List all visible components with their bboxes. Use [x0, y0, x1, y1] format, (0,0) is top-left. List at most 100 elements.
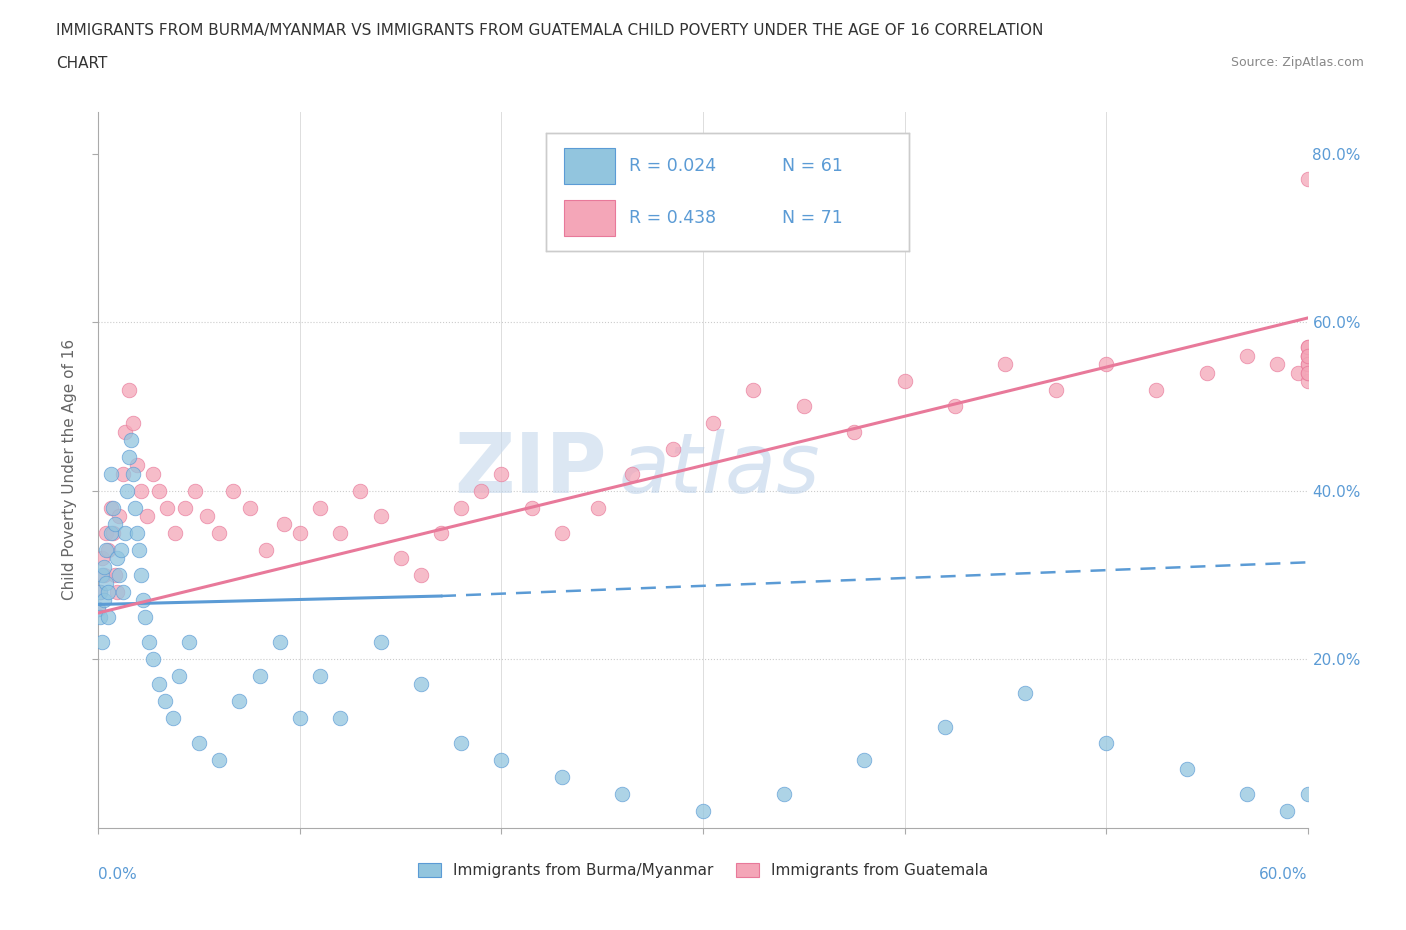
Point [1296, 787, 1319, 802]
Point [273, 517, 295, 532]
Point [943, 399, 966, 414]
Point [370, 635, 392, 650]
Point [692, 804, 714, 818]
Point [103, 517, 125, 532]
Point [661, 441, 683, 456]
Point [742, 382, 765, 397]
Point [129, 484, 152, 498]
Point [1195, 365, 1218, 380]
Point [132, 592, 155, 607]
Point [101, 500, 124, 515]
Point [1286, 365, 1309, 380]
Point [586, 500, 609, 515]
Point [551, 525, 574, 540]
Point [1236, 349, 1258, 364]
Point [430, 525, 453, 540]
Point [153, 694, 176, 709]
Point [934, 719, 956, 734]
Point [121, 467, 143, 482]
Point [105, 584, 128, 599]
Point [551, 770, 574, 785]
Point [87, 601, 110, 616]
Point [1236, 787, 1258, 802]
Point [208, 525, 231, 540]
Point [174, 500, 197, 515]
Point [97, 584, 120, 599]
Point [89, 584, 111, 599]
Point [163, 525, 186, 540]
Point [612, 787, 634, 802]
Point [120, 432, 142, 447]
Point [134, 610, 156, 625]
Point [772, 787, 794, 802]
Point [115, 484, 138, 498]
Point [87, 601, 110, 616]
Point [309, 500, 332, 515]
Point [111, 584, 134, 599]
Point [1095, 357, 1118, 372]
Point [994, 357, 1017, 372]
Point [409, 567, 432, 582]
Point [195, 509, 218, 524]
Point [349, 484, 371, 498]
Point [329, 525, 352, 540]
Point [96, 542, 118, 557]
Point [91, 567, 114, 582]
Point [254, 542, 277, 557]
Point [125, 525, 148, 540]
Point [1267, 357, 1289, 372]
Point [135, 509, 157, 524]
Point [520, 500, 543, 515]
Point [309, 669, 332, 684]
Point [89, 584, 111, 599]
Point [1296, 349, 1319, 364]
Point [97, 610, 120, 625]
Point [288, 711, 311, 725]
Point [93, 559, 115, 574]
Point [450, 736, 472, 751]
Point [148, 677, 170, 692]
Point [162, 711, 184, 725]
Point [96, 576, 118, 591]
Point [111, 467, 134, 482]
Point [450, 500, 472, 515]
Point [114, 525, 136, 540]
Point [179, 635, 201, 650]
Point [239, 500, 262, 515]
Point [621, 467, 644, 482]
Point [93, 592, 115, 607]
Point [1296, 357, 1319, 372]
Point [148, 484, 170, 498]
Text: CHART: CHART [56, 56, 108, 71]
Point [118, 382, 141, 397]
Point [491, 753, 513, 768]
Point [93, 567, 115, 582]
Point [184, 484, 207, 498]
Point [124, 500, 146, 515]
Point [128, 542, 150, 557]
Point [329, 711, 352, 725]
Point [1014, 685, 1036, 700]
Point [1296, 357, 1319, 372]
Point [125, 458, 148, 472]
Text: 0.0%: 0.0% [98, 867, 138, 882]
Point [167, 669, 190, 684]
Point [1296, 349, 1319, 364]
Text: 60.0%: 60.0% [1260, 867, 1308, 882]
Point [893, 374, 915, 389]
Legend: Immigrants from Burma/Myanmar, Immigrants from Guatemala: Immigrants from Burma/Myanmar, Immigrant… [412, 857, 994, 884]
Point [208, 753, 231, 768]
Point [114, 424, 136, 439]
Point [1045, 382, 1067, 397]
Point [188, 736, 211, 751]
Point [491, 467, 513, 482]
Point [370, 509, 392, 524]
Point [1175, 762, 1198, 777]
Point [269, 635, 291, 650]
Point [1296, 365, 1319, 380]
Point [138, 635, 160, 650]
Point [853, 753, 876, 768]
Point [91, 635, 114, 650]
Point [110, 542, 132, 557]
Point [222, 484, 245, 498]
